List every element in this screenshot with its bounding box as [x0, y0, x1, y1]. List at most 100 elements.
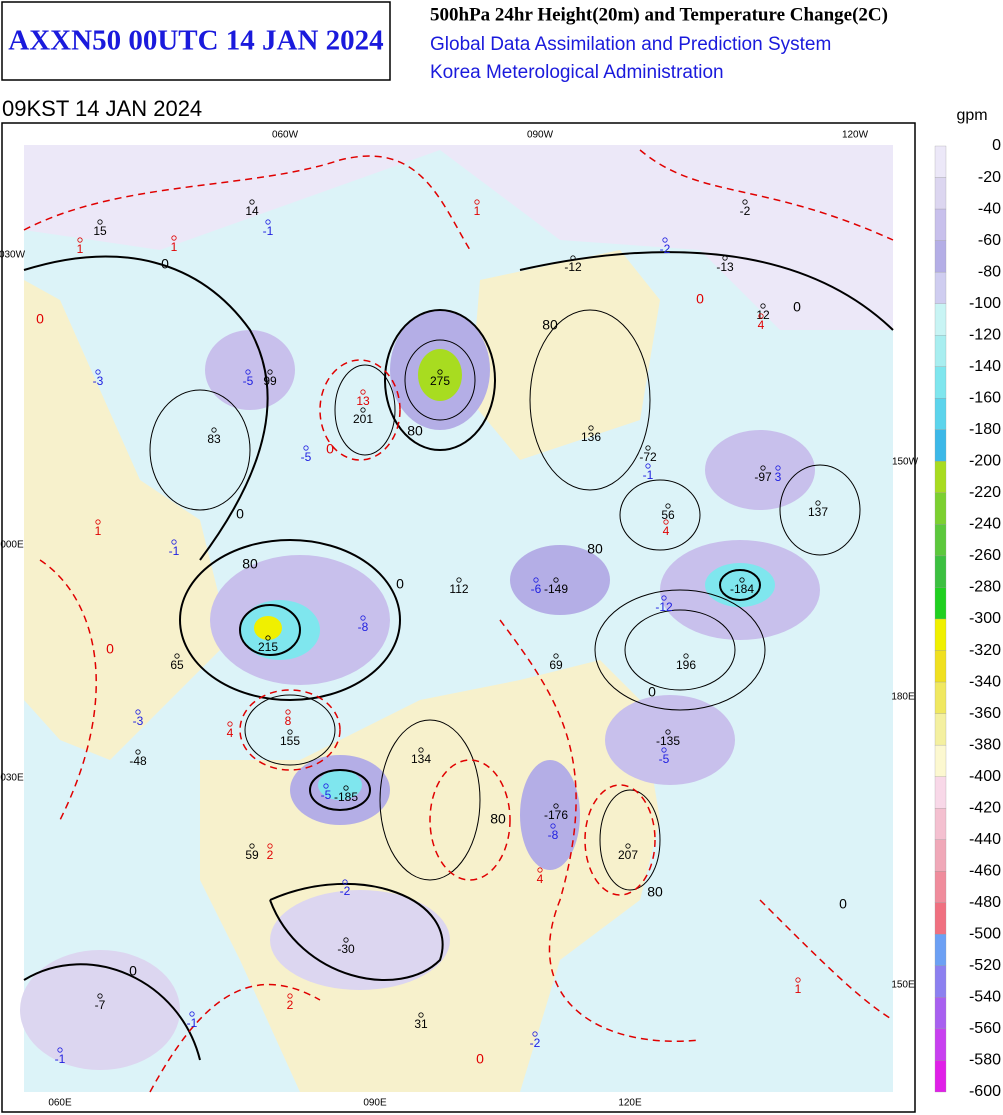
contour-label: 80	[647, 884, 663, 900]
colorbar-unit: gpm	[956, 107, 987, 124]
center-label: -30	[337, 942, 355, 956]
center-label: 56	[661, 508, 675, 522]
colorbar-swatch	[934, 681, 947, 714]
station-marker	[663, 519, 669, 525]
station-marker	[95, 369, 101, 375]
colorbar-label: -160	[969, 389, 1001, 406]
station-marker	[758, 313, 764, 319]
station-marker	[135, 709, 141, 715]
station-marker	[739, 577, 745, 583]
colorbar-label: -440	[969, 831, 1001, 848]
center-label: 207	[618, 848, 638, 862]
station-marker	[661, 595, 667, 601]
station-marker	[661, 747, 667, 753]
center-label: 4	[537, 872, 544, 886]
station-marker	[287, 729, 293, 735]
colorbar-swatch	[934, 366, 947, 399]
station-marker	[360, 407, 366, 413]
contour-label: 0	[36, 311, 44, 327]
colorbar-swatch	[934, 398, 947, 430]
center-label: -8	[548, 828, 559, 842]
center-label: 112	[449, 582, 468, 596]
colorbar-label: -200	[969, 453, 1001, 470]
center-label: -72	[639, 450, 657, 464]
station-marker	[760, 465, 766, 471]
center-label: 155	[280, 734, 300, 748]
contour-label: 0	[326, 441, 334, 457]
map-area	[20, 145, 894, 1093]
station-marker	[97, 993, 103, 999]
contour-label: 0	[106, 641, 114, 657]
center-label: 2	[267, 848, 274, 862]
contour-label: 0	[696, 291, 704, 307]
station-marker	[553, 577, 559, 583]
temperature-contours	[23, 149, 894, 1093]
colorbar-label: 0	[992, 137, 1001, 154]
grid-label: 150E	[891, 980, 915, 991]
center-label: -3	[93, 374, 104, 388]
colorbar-label: -400	[969, 768, 1001, 785]
center-label: 65	[170, 658, 184, 672]
colorbar-swatch	[934, 965, 947, 998]
station-marker	[742, 199, 748, 205]
colorbar-swatch	[934, 618, 947, 651]
colorbar-label: -420	[969, 799, 1001, 816]
center-label: -5	[659, 752, 670, 766]
center-label: -6	[531, 582, 542, 596]
colorbar-label: -520	[969, 957, 1001, 974]
height-fall-area	[605, 695, 735, 785]
center-label: 215	[258, 640, 278, 654]
colorbar-label: -180	[969, 421, 1001, 438]
chart-title: 500hPa 24hr Height(20m) and Temperature …	[430, 4, 888, 25]
station-marker	[474, 199, 480, 205]
station-marker	[683, 653, 689, 659]
colorbar-swatch	[934, 271, 947, 304]
station-marker	[171, 235, 177, 241]
colorbar-label: -100	[969, 295, 1001, 312]
center-label: 59	[245, 848, 259, 862]
colorbar-swatch	[934, 902, 947, 935]
colorbar-swatch	[934, 871, 947, 903]
station-marker	[189, 1011, 195, 1017]
center-label: -3	[133, 714, 144, 728]
center-label: -2	[740, 204, 751, 218]
colorbar-label: -360	[969, 705, 1001, 722]
center-label: 4	[758, 318, 765, 332]
center-label: -1	[643, 468, 654, 482]
center-label: 69	[549, 658, 563, 672]
station-marker	[265, 635, 271, 641]
height-contours	[23, 251, 894, 1061]
grid-label: 060W	[272, 130, 299, 141]
colorbar-label: -20	[978, 169, 1001, 186]
grid-label: 150W	[892, 457, 919, 468]
colorbar-swatch	[934, 1028, 947, 1061]
contour-label: 0	[793, 299, 801, 315]
center-label: -135	[656, 734, 680, 748]
contour-label: 0	[648, 684, 656, 700]
contour-label: 0	[129, 963, 137, 979]
colorbar-swatch	[934, 208, 947, 241]
station-marker	[285, 709, 291, 715]
center-label: -185	[334, 790, 358, 804]
colorbar-swatch	[934, 934, 947, 967]
center-label: -5	[243, 374, 254, 388]
system-name: Global Data Assimilation and Prediction …	[430, 34, 831, 55]
colorbar-swatch	[934, 303, 947, 336]
colorbar-label: -280	[969, 579, 1001, 596]
colorbar-swatch	[934, 997, 947, 1030]
center-label: -1	[169, 544, 180, 558]
colorbar-label: -580	[969, 1052, 1001, 1069]
land	[470, 250, 660, 460]
colorbar-swatch	[934, 145, 947, 178]
colorbar-swatch	[934, 776, 947, 809]
station-marker	[77, 237, 83, 243]
colorbar-swatch	[934, 177, 947, 210]
station-marker	[211, 427, 217, 433]
station-marker	[418, 747, 424, 753]
center-label: 15	[93, 224, 107, 238]
center-label: -48	[129, 754, 147, 768]
center-label: 196	[676, 658, 696, 672]
colorbar-label: -140	[969, 358, 1001, 375]
station-marker	[249, 199, 255, 205]
station-marker	[95, 519, 101, 525]
